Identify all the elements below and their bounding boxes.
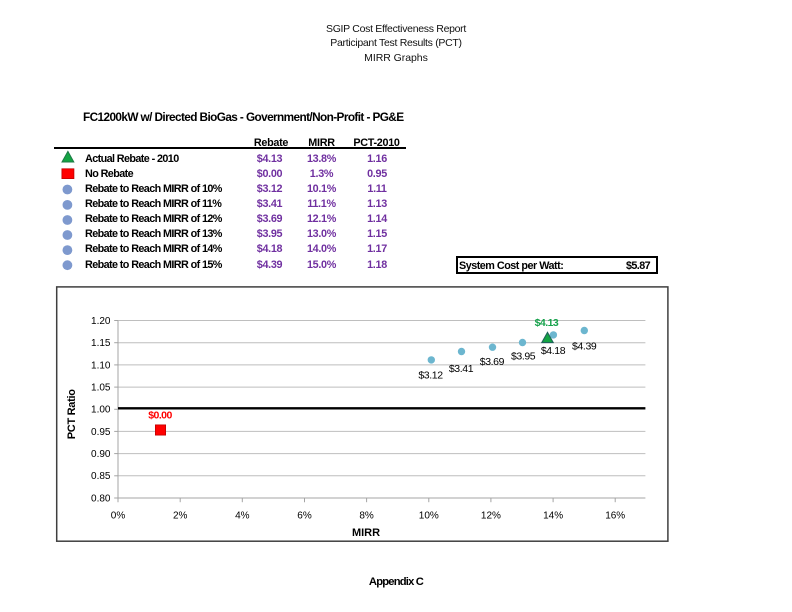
svg-text:0.85: 0.85 (91, 471, 111, 482)
svg-text:10%: 10% (419, 511, 439, 522)
svg-text:$3.69: $3.69 (480, 356, 505, 368)
svg-text:1.00: 1.00 (91, 405, 111, 416)
svg-text:14%: 14% (543, 511, 563, 522)
svg-text:0.90: 0.90 (91, 449, 111, 460)
svg-text:PCT Ratio: PCT Ratio (66, 389, 78, 439)
svg-text:$3.95: $3.95 (511, 351, 536, 363)
svg-text:0.95: 0.95 (91, 427, 111, 438)
svg-text:1.10: 1.10 (91, 360, 111, 371)
svg-text:MIRR: MIRR (352, 527, 380, 539)
svg-text:$4.13: $4.13 (535, 317, 559, 329)
svg-text:4%: 4% (235, 511, 250, 522)
svg-text:1.20: 1.20 (91, 316, 111, 327)
svg-text:$4.18: $4.18 (541, 345, 566, 357)
svg-text:$4.39: $4.39 (572, 340, 597, 352)
svg-text:$3.41: $3.41 (449, 363, 474, 375)
svg-text:12%: 12% (481, 511, 501, 522)
svg-text:$0.00: $0.00 (148, 410, 172, 422)
svg-text:8%: 8% (359, 511, 374, 522)
svg-text:1.05: 1.05 (91, 383, 111, 394)
svg-text:0.80: 0.80 (91, 493, 111, 504)
svg-text:6%: 6% (297, 511, 312, 522)
svg-text:2%: 2% (173, 511, 188, 522)
svg-text:0%: 0% (111, 511, 126, 522)
svg-text:1.15: 1.15 (91, 338, 111, 349)
svg-text:16%: 16% (605, 511, 625, 522)
svg-text:$3.12: $3.12 (418, 370, 443, 382)
